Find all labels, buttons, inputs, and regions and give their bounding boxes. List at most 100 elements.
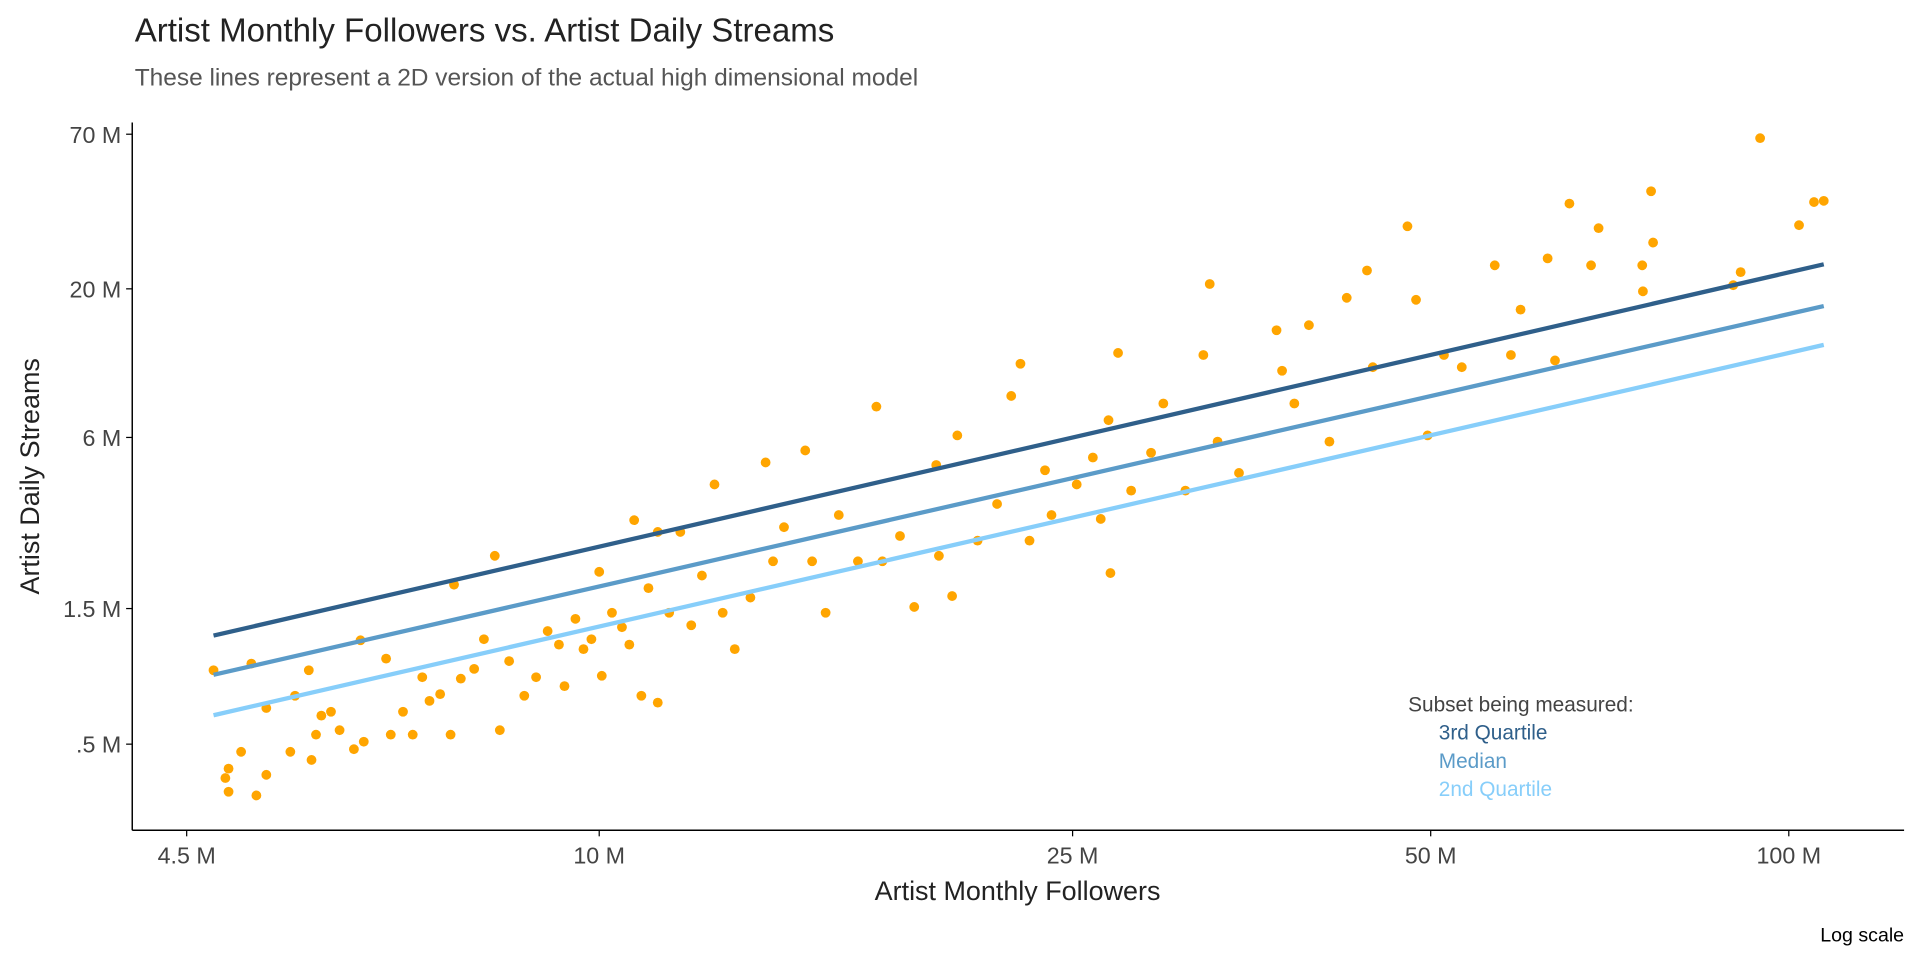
- point: [1411, 294, 1421, 305]
- point: [559, 681, 570, 692]
- point: [504, 656, 515, 666]
- chart-subtitle: These lines represent a 2D version of th…: [135, 65, 918, 92]
- point: [417, 672, 428, 683]
- legend-title: Subset being measured:: [1408, 693, 1633, 716]
- point: [1456, 362, 1467, 373]
- point: [236, 746, 247, 757]
- point: [1277, 365, 1287, 376]
- x-tick-label: 10 M: [573, 842, 625, 868]
- point: [934, 550, 944, 561]
- point: [1040, 465, 1050, 476]
- point: [1071, 479, 1082, 490]
- point: [1515, 304, 1526, 315]
- point: [1550, 355, 1560, 366]
- point: [531, 672, 541, 683]
- point: [1755, 133, 1766, 144]
- point: [1324, 436, 1335, 447]
- point: [519, 690, 530, 701]
- point: [947, 591, 958, 601]
- point: [871, 401, 882, 412]
- point: [326, 706, 336, 717]
- point: [1289, 398, 1300, 409]
- point: [760, 457, 771, 468]
- point: [223, 786, 234, 797]
- point: [745, 592, 756, 603]
- point: [1006, 391, 1017, 401]
- point: [1809, 197, 1819, 207]
- point: [1489, 260, 1500, 271]
- point: [686, 620, 697, 631]
- point: [1015, 358, 1026, 369]
- point: [1087, 452, 1098, 463]
- point: [435, 689, 446, 700]
- point: [1103, 415, 1114, 426]
- point: [607, 607, 617, 618]
- point: [220, 773, 231, 783]
- point: [494, 725, 505, 736]
- legend-entry: 2nd Quartile: [1439, 778, 1552, 801]
- point: [629, 515, 640, 526]
- point: [311, 729, 321, 740]
- point: [223, 763, 234, 774]
- point: [445, 729, 456, 740]
- point: [1637, 260, 1648, 271]
- point: [578, 644, 589, 654]
- point: [1046, 510, 1057, 520]
- point: [1735, 267, 1746, 278]
- caption: Log scale: [1820, 925, 1904, 947]
- point: [1234, 468, 1244, 478]
- y-tick-label: 70 M: [70, 122, 122, 148]
- point: [1146, 447, 1156, 458]
- point: [261, 769, 272, 780]
- point: [807, 556, 818, 567]
- point: [1341, 292, 1352, 303]
- y-tick-label: .5 M: [76, 732, 121, 758]
- point: [1271, 325, 1282, 336]
- point: [697, 570, 707, 581]
- point: [586, 634, 597, 645]
- point: [1564, 198, 1575, 209]
- point: [1362, 265, 1372, 276]
- point: [952, 430, 963, 441]
- point: [398, 706, 408, 717]
- x-tick-label: 50 M: [1405, 842, 1457, 868]
- point: [489, 550, 500, 561]
- point: [709, 479, 720, 490]
- point: [717, 607, 728, 618]
- point: [779, 522, 789, 533]
- point: [624, 639, 635, 650]
- point: [570, 613, 581, 624]
- point: [1593, 223, 1604, 234]
- point: [381, 653, 392, 664]
- point: [596, 670, 607, 681]
- point: [334, 725, 345, 736]
- point: [385, 729, 396, 740]
- y-tick-label: 1.5 M: [63, 596, 121, 622]
- point: [1648, 237, 1658, 248]
- point: [1818, 195, 1829, 206]
- point: [895, 531, 905, 541]
- point: [1542, 253, 1553, 264]
- x-tick-label: 25 M: [1047, 842, 1099, 868]
- point: [594, 566, 605, 577]
- chart-title: Artist Monthly Followers vs. Artist Dail…: [135, 13, 835, 50]
- point: [1506, 350, 1516, 360]
- point: [729, 644, 740, 654]
- point: [1198, 350, 1209, 360]
- fit-line: [213, 262, 1825, 638]
- point: [1204, 279, 1215, 289]
- point: [800, 445, 811, 456]
- fit-line: [213, 303, 1825, 677]
- point: [1105, 568, 1116, 578]
- point: [316, 710, 327, 721]
- point: [1586, 260, 1596, 271]
- point: [1304, 320, 1314, 331]
- point: [820, 607, 831, 618]
- point: [303, 665, 314, 676]
- point: [909, 602, 920, 612]
- point: [853, 556, 863, 567]
- point: [1113, 348, 1123, 358]
- point: [542, 626, 553, 636]
